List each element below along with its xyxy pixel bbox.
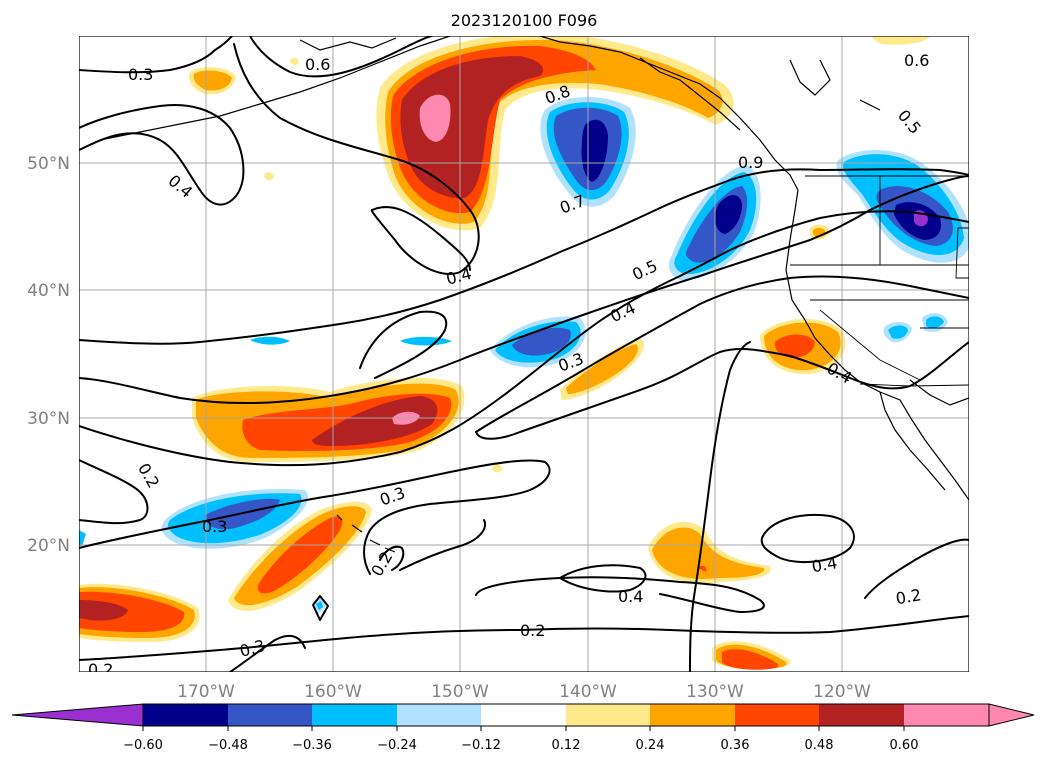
contour-label: 0.2 [894, 585, 922, 608]
positive-anomaly-20n-130w [648, 521, 771, 584]
graticule [79, 36, 969, 672]
positive-anomaly-south [712, 641, 791, 670]
lon-label-150w: 150°W [431, 682, 489, 702]
lon-label-140w: 140°W [559, 682, 617, 702]
colorbar-tick-label: −0.36 [292, 738, 332, 753]
lat-label-40n: 40°N [27, 281, 70, 301]
latitude-labels: 50°N 40°N 30°N 20°N [27, 154, 70, 556]
contour-label: 0.2 [88, 660, 113, 679]
map-title: 2023120100 F096 [451, 11, 598, 30]
political-borders [790, 175, 969, 387]
contour-label: 0.2 [520, 621, 545, 640]
colorbar-extend-min-arrow [11, 703, 144, 727]
colorbar-swatch [228, 704, 312, 726]
contour-label: 0.9 [738, 153, 763, 172]
colorbar-swatch [566, 704, 650, 726]
colorbar-swatch [397, 704, 481, 726]
baja [879, 391, 946, 491]
colorbar-swatch [312, 704, 397, 726]
negative-anomaly-rockies [836, 150, 969, 263]
contour-label: 0.3 [128, 65, 153, 84]
contour-lines [79, 36, 969, 672]
lon-label-130w: 130°W [686, 682, 744, 702]
lat-label-50n: 50°N [27, 154, 70, 174]
map-area: 0.3 0.6 0.4 0.8 0.7 0.9 0.6 0.5 0.4 0.5 … [79, 36, 969, 679]
positive-anomaly-california [760, 319, 846, 375]
shaded-anomaly-fields [79, 36, 969, 670]
colorbar-swatch [904, 704, 989, 726]
colorbar-tick-label: −0.24 [377, 738, 417, 753]
colorbar-swatch [735, 704, 819, 726]
colorbar-tick-label: −0.48 [208, 738, 248, 753]
lon-label-170w: 170°W [177, 682, 235, 702]
colorbar-tick-label: 0.60 [890, 738, 919, 753]
colorbar-extend-max-arrow [988, 703, 1035, 727]
contour-label: 0.4 [810, 553, 838, 576]
colorbar-swatch [650, 704, 735, 726]
contour-label: 0.3 [202, 517, 227, 536]
colorbar-tick-label: 0.12 [552, 738, 581, 753]
longitude-labels: 170°W 160°W 150°W 140°W 130°W 120°W [177, 682, 871, 702]
colorbar-tick-label: 0.36 [721, 738, 750, 753]
pnw-coast [785, 189, 969, 501]
positive-anomaly-southwest [79, 583, 200, 642]
colorbar-swatch [481, 704, 566, 726]
lon-label-160w: 160°W [304, 682, 362, 702]
colorbar-swatch [819, 704, 904, 726]
contour-label: 0.6 [904, 51, 929, 70]
hawaii [336, 514, 396, 553]
colorbar: −0.60 −0.48 −0.36 −0.24 −0.12 0.12 0.24 … [11, 703, 1035, 753]
colorbar-swatch [143, 704, 228, 726]
coastlines [99, 36, 969, 553]
positive-anomaly-gulf-of-alaska [376, 36, 734, 231]
colorbar-tick-label: 0.48 [805, 738, 834, 753]
alaska-coast [99, 36, 451, 141]
contour-label: 0.6 [305, 55, 330, 74]
contour-label: 0.4 [618, 587, 643, 606]
colorbar-tick-label: −0.12 [461, 738, 501, 753]
colorbar-tick-label: 0.24 [636, 738, 665, 753]
colorbar-tick-label: −0.60 [123, 738, 163, 753]
lon-label-120w: 120°W [813, 682, 871, 702]
lat-label-30n: 30°N [27, 409, 70, 429]
positive-anomaly-streak [560, 338, 644, 400]
lat-label-20n: 20°N [27, 536, 70, 556]
